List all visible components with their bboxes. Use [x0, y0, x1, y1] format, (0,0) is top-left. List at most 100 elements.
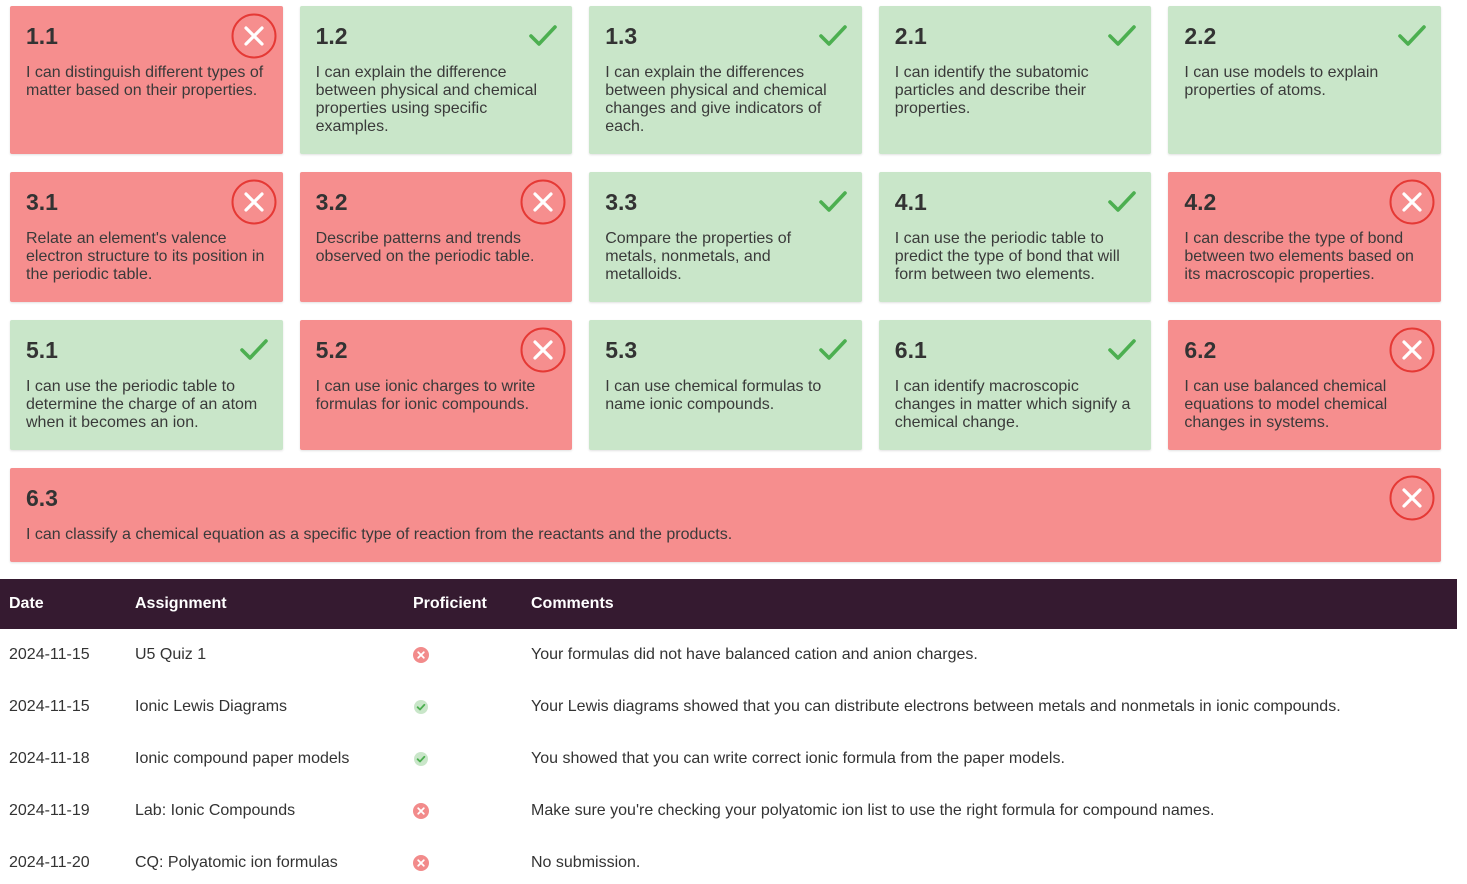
cell-date: 2024-11-18	[9, 750, 90, 767]
assignments-table: Date Assignment Proficient Comments 2024…	[0, 579, 1457, 884]
x-circle-icon	[1389, 327, 1435, 373]
standard-card[interactable]: 5.2 I can use ionic charges to write form…	[299, 320, 573, 450]
standards-grid: 1.1 I can distinguish different types of …	[10, 6, 1441, 562]
x-circle-icon	[231, 13, 277, 59]
cell-comments: Your formulas did not have balanced cati…	[531, 646, 978, 663]
x-circle-icon	[520, 327, 566, 373]
standard-card[interactable]: 2.2 I can use models to explain propertie…	[1168, 6, 1441, 154]
table-row[interactable]: 2024-11-20 CQ: Polyatomic ion formulas No …	[0, 837, 1457, 884]
standard-card[interactable]: 5.1 I can use the periodic table to deter…	[10, 320, 283, 450]
standard-card[interactable]: 5.3 I can use chemical formulas to name i…	[589, 320, 862, 450]
standard-description: I can explain the differences between ph…	[605, 64, 827, 135]
check-icon	[810, 327, 856, 373]
standard-card[interactable]: 3.2 Describe patterns and trends observed…	[299, 172, 573, 302]
standard-number: 4.1	[894, 189, 927, 215]
table-body: 2024-11-15 U5 Quiz 1 Your formulas did not…	[0, 629, 1457, 884]
standard-number: 6.2	[1184, 337, 1217, 363]
check-icon	[810, 13, 856, 59]
x-circle-icon	[413, 803, 429, 819]
standard-card[interactable]: 6.3 I can classify a chemical equation as…	[10, 468, 1441, 562]
standards-row: 6.3 I can classify a chemical equation as…	[10, 468, 1441, 562]
standard-description: Relate an element's valence electron str…	[26, 230, 265, 283]
standards-row: 5.1 I can use the periodic table to deter…	[10, 320, 1441, 450]
x-circle-icon	[1389, 475, 1435, 521]
x-circle-icon	[413, 855, 429, 871]
cell-assignment: Ionic Lewis Diagrams	[135, 698, 288, 715]
table-row[interactable]: 2024-11-15 U5 Quiz 1 Your formulas did not…	[0, 629, 1457, 681]
cell-date: 2024-11-15	[9, 646, 90, 663]
standard-number: 1.3	[605, 23, 638, 49]
standard-number: 6.3	[26, 485, 58, 511]
table-row[interactable]: 2024-11-18 Ionic compound paper models You…	[0, 733, 1457, 785]
standard-description: I can use chemical formulas to name ioni…	[605, 378, 822, 413]
standard-number: 5.3	[605, 337, 638, 363]
standard-description: I can distinguish different types of mat…	[26, 64, 264, 99]
standard-card[interactable]: 6.2 I can use balanced chemical equations…	[1168, 320, 1441, 450]
header-comments[interactable]: Comments	[531, 595, 614, 612]
standard-description: I can identify the subatomic particles a…	[894, 64, 1089, 117]
standard-card[interactable]: 6.1 I can identify macroscopic changes in…	[878, 320, 1152, 450]
standard-description: I can identify macroscopic changes in ma…	[894, 378, 1131, 431]
standard-description: I can use the periodic table to determin…	[26, 378, 258, 431]
standard-card[interactable]: 1.3 I can explain the differences between…	[589, 6, 862, 154]
standard-description: Describe patterns and trends observed on…	[315, 230, 535, 265]
standards-row: 1.1 I can distinguish different types of …	[10, 6, 1441, 154]
cell-comments: Make sure you're checking your polyatomi…	[531, 802, 1215, 819]
standard-card[interactable]: 1.2 I can explain the difference between …	[299, 6, 573, 154]
standard-number: 3.1	[26, 189, 58, 215]
cell-comments: You showed that you can write correct io…	[531, 750, 1065, 767]
standard-card[interactable]: 3.3 Compare the properties of metals, non…	[589, 172, 862, 302]
standard-number: 1.1	[26, 23, 58, 49]
cell-comments: Your Lewis diagrams showed that you can …	[531, 698, 1341, 715]
check-icon	[1099, 327, 1145, 373]
check-circle-icon	[413, 699, 429, 715]
standard-number: 2.1	[894, 23, 927, 49]
standard-card[interactable]: 4.2 I can describe the type of bond betwe…	[1168, 172, 1441, 302]
table-row[interactable]: 2024-11-15 Ionic Lewis Diagrams Your Lewis…	[0, 681, 1457, 733]
table-row[interactable]: 2024-11-19 Lab: Ionic Compounds Make sure …	[0, 785, 1457, 837]
standard-number: 3.3	[605, 189, 638, 215]
table-header: Date Assignment Proficient Comments	[0, 579, 1457, 629]
standard-number: 5.1	[26, 337, 58, 363]
check-icon	[1099, 13, 1145, 59]
cell-assignment: CQ: Polyatomic ion formulas	[135, 854, 338, 871]
cell-assignment: Ionic compound paper models	[135, 750, 350, 767]
check-icon	[231, 327, 277, 373]
check-icon	[1389, 13, 1435, 59]
standard-description: I can use balanced chemical equations to…	[1184, 378, 1388, 431]
standard-description: I can use ionic charges to write formula…	[315, 378, 536, 413]
standard-card[interactable]: 4.1 I can use the periodic table to predi…	[878, 172, 1152, 302]
standard-description: I can classify a chemical equation as a …	[26, 526, 733, 543]
header-proficient[interactable]: Proficient	[413, 595, 487, 612]
check-icon	[1099, 179, 1145, 225]
standard-number: 4.2	[1184, 189, 1217, 215]
standard-description: I can describe the type of bond between …	[1184, 230, 1414, 283]
cell-date: 2024-11-15	[9, 698, 90, 715]
cell-date: 2024-11-20	[9, 854, 90, 871]
header-assignment[interactable]: Assignment	[135, 595, 227, 612]
standard-number: 3.2	[315, 189, 348, 215]
standard-description: I can use models to explain properties o…	[1184, 64, 1379, 99]
standard-number: 2.2	[1184, 23, 1217, 49]
standard-card[interactable]: 2.1 I can identify the subatomic particle…	[878, 6, 1152, 154]
cell-date: 2024-11-19	[9, 802, 90, 819]
x-circle-icon	[1389, 179, 1435, 225]
cell-assignment: U5 Quiz 1	[135, 646, 207, 663]
cell-comments: No submission.	[531, 854, 641, 871]
standard-description: I can use the periodic table to predict …	[894, 230, 1120, 283]
standard-card[interactable]: 3.1 Relate an element's valence electron …	[10, 172, 283, 302]
x-circle-icon	[413, 647, 429, 663]
check-icon	[810, 179, 856, 225]
standard-card[interactable]: 1.1 I can distinguish different types of …	[10, 6, 283, 154]
standards-row: 3.1 Relate an element's valence electron …	[10, 172, 1441, 302]
standard-description: Compare the properties of metals, nonmet…	[605, 230, 792, 283]
x-circle-icon	[231, 179, 277, 225]
standard-description: I can explain the difference between phy…	[315, 64, 538, 135]
x-circle-icon	[520, 179, 566, 225]
standard-number: 6.1	[894, 337, 927, 363]
check-icon	[520, 13, 566, 59]
standard-number: 5.2	[315, 337, 348, 363]
cell-assignment: Lab: Ionic Compounds	[135, 802, 296, 819]
header-date[interactable]: Date	[9, 595, 44, 612]
check-circle-icon	[413, 751, 429, 767]
